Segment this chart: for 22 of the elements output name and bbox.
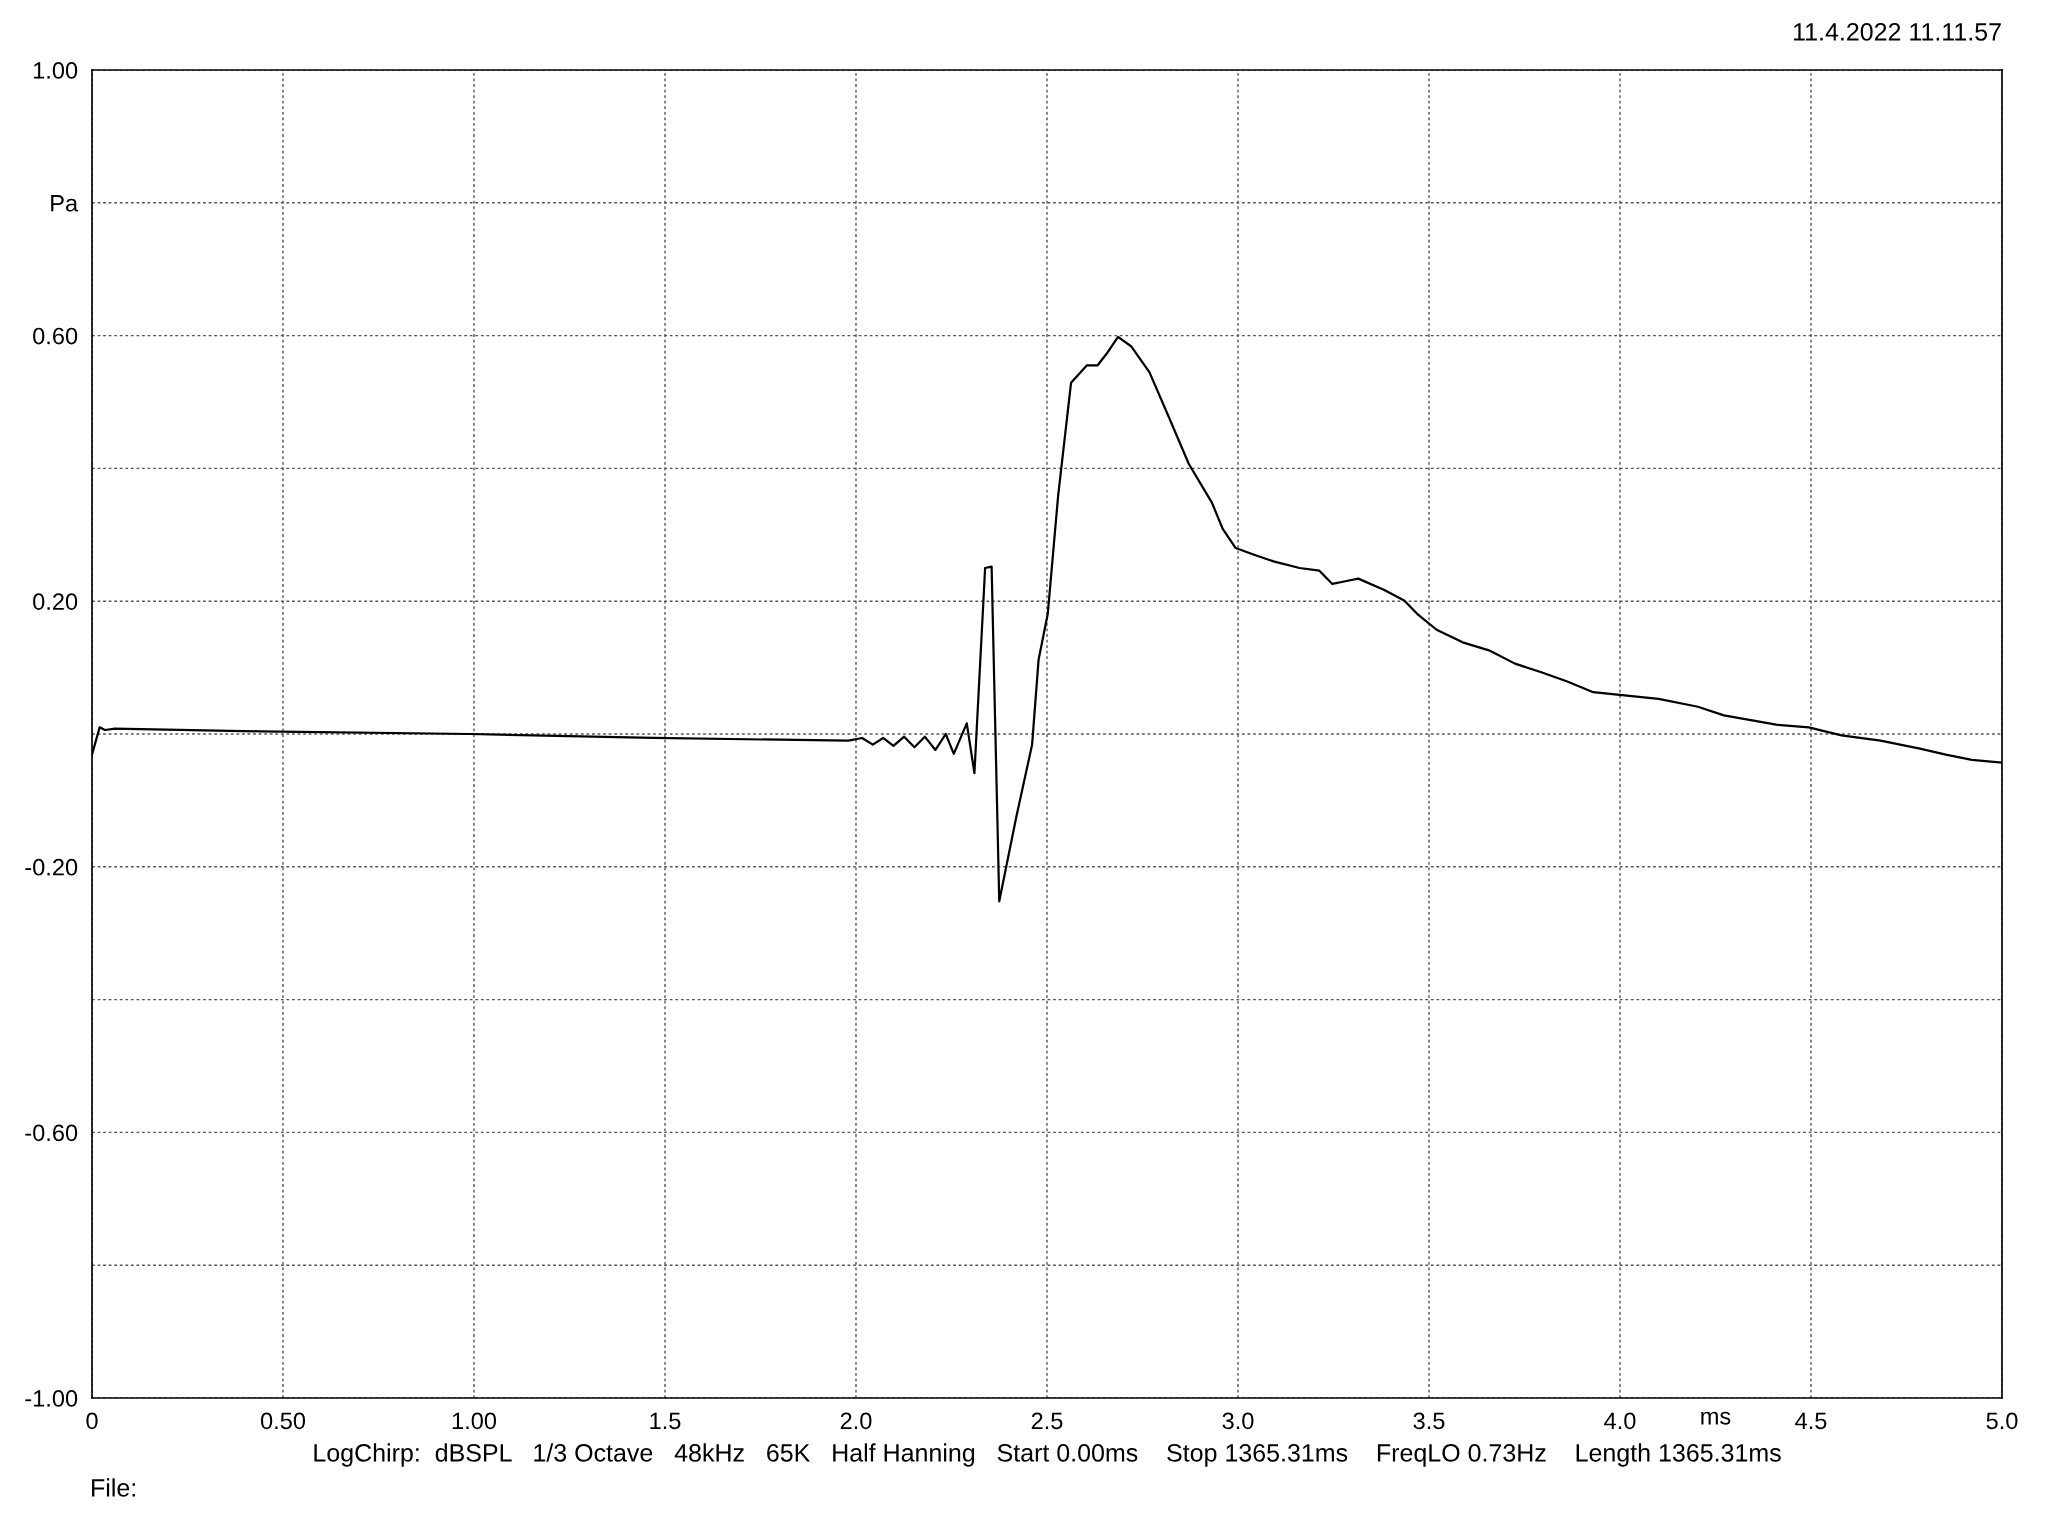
y-tick-label: -0.60: [25, 1124, 78, 1142]
x-tick-label: 3.0: [1222, 1412, 1254, 1430]
x-tick-label: 2.5: [1031, 1412, 1063, 1430]
x-tick-label: 4.5: [1795, 1412, 1827, 1430]
x-tick-label: 3.5: [1413, 1412, 1445, 1430]
x-tick-label: 0: [86, 1412, 98, 1430]
y-tick-label: 0.60: [33, 327, 78, 345]
x-tick-label: 4.0: [1604, 1412, 1636, 1430]
text: LogChirp: dBSPL 1/3 Octave 48kHz 65K Half Hanning Start 0.00ms Stop 1365.31ms FreqLO 0.73Hz Length 1365.31ms: [314, 1443, 1781, 1467]
y-tick-label: 0.20: [33, 593, 78, 610]
x-tick-label: 1.5: [650, 1412, 681, 1430]
x-tick-label: 2.0: [840, 1412, 872, 1430]
y-tick-label: -0.20: [25, 858, 78, 876]
x-tick-label: 5.0: [1986, 1412, 2018, 1430]
text: File:: [92, 1478, 135, 1497]
text: 11.4.2022 11.11.57: [1793, 23, 2001, 41]
y-tick-label: 1.00: [33, 62, 78, 79]
y-tick-label: -1.00: [25, 1390, 78, 1407]
x-axis-title: ms: [1701, 1411, 1731, 1425]
x-tick-label: 1.00: [452, 1412, 497, 1430]
y-tick-label: Pa: [51, 195, 79, 212]
x-tick-label: 0.50: [260, 1412, 306, 1430]
